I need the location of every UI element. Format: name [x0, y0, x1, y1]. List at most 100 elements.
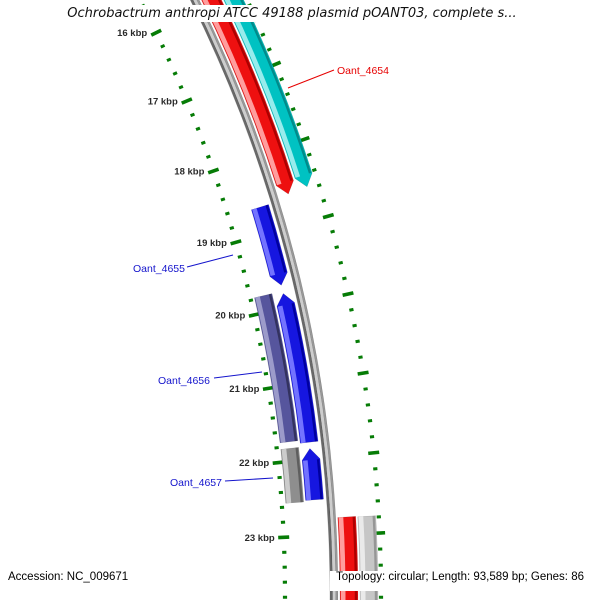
minor-tick-outer — [369, 435, 375, 439]
tick-label-16kbp: 16 kbp — [117, 28, 147, 39]
minor-tick-outer — [279, 77, 285, 82]
minor-tick-inner — [255, 327, 260, 332]
major-tick-inner — [150, 28, 162, 37]
minor-tick-inner — [282, 595, 288, 599]
minor-tick-outer — [355, 339, 360, 344]
minor-tick-inner — [189, 112, 196, 118]
minor-tick-inner — [282, 565, 287, 569]
minor-tick-outer — [284, 91, 291, 97]
minor-tick-outer — [306, 152, 312, 157]
map-title: Ochrobactrum anthropi ATCC 49188 plasmid… — [59, 5, 525, 22]
minor-tick-outer — [311, 167, 317, 173]
major-tick-outer — [357, 370, 369, 376]
minor-tick-inner — [258, 342, 263, 347]
tick-label-22kbp: 22 kbp — [239, 458, 269, 469]
minor-tick-inner — [277, 475, 282, 480]
feature-arrow-red-top-highlight — [202, 0, 282, 186]
minor-tick-outer — [266, 47, 272, 52]
minor-tick-inner — [280, 520, 286, 524]
minor-tick-outer — [330, 229, 336, 234]
feature-arrow-slate-oant4656-highlight — [255, 296, 286, 443]
ruler-labels: 16 kbp 17 kbp 18 kbp 19 kbp 20 kbp 21 kbp 22 k… — [117, 28, 275, 544]
minor-tick-outer — [296, 122, 302, 127]
minor-tick-outer — [338, 260, 344, 265]
minor-tick-outer — [375, 499, 380, 503]
minor-tick-inner — [268, 401, 273, 405]
status-topology-length-genes: Topology: circular; Length: 93,589 bp; G… — [329, 571, 590, 591]
feature-arrow-gray-oant4657-highlight — [281, 448, 292, 504]
minor-tick-inner — [272, 431, 278, 435]
feature-arrow-slate-oant4656-shadow — [268, 293, 298, 442]
backbone-edge-outer — [196, 0, 339, 600]
minor-tick-inner — [282, 580, 288, 584]
minor-tick-inner — [229, 225, 235, 231]
minor-tick-inner — [195, 126, 201, 131]
gene-label-Oant_4654[interactable]: Oant_4654 — [337, 65, 389, 77]
major-tick-inner — [230, 239, 242, 246]
major-tick-inner — [181, 97, 193, 105]
backbone-mid — [192, 0, 337, 600]
minor-tick-outer — [376, 515, 381, 519]
feature-arrow-gray-oant4657-shadow — [295, 447, 303, 503]
gene-labels: Oant_4654 Oant_4655 Oant_4656 Oant_4657 — [133, 65, 389, 489]
minor-tick-outer — [352, 323, 357, 328]
minor-tick-inner — [178, 84, 184, 90]
major-tick-inner — [262, 385, 275, 392]
ruler-ticks — [140, 3, 386, 599]
major-tick-inner — [248, 311, 261, 318]
major-tick-outer — [368, 450, 380, 456]
minor-tick-outer — [358, 355, 363, 360]
minor-tick-inner — [248, 298, 254, 303]
minor-tick-outer — [260, 32, 266, 37]
gene-label-Oant_4656[interactable]: Oant_4656 — [158, 375, 210, 387]
backbone-edge-inner — [189, 0, 333, 600]
minor-tick-outer — [342, 276, 347, 281]
minor-tick-inner — [172, 71, 178, 76]
major-tick-inner — [272, 460, 284, 465]
minor-tick-outer — [363, 387, 368, 391]
minor-tick-inner — [282, 550, 287, 554]
gene-label-Oant_4655[interactable]: Oant_4655 — [133, 263, 185, 275]
minor-tick-inner — [274, 446, 279, 450]
status-accession: Accession: NC_009671 — [2, 571, 135, 591]
feature-tracks — [189, 0, 379, 600]
minor-tick-outer — [378, 595, 384, 599]
gene-callout-line-Oant_4654 — [287, 69, 335, 89]
minor-tick-inner — [160, 43, 166, 49]
major-tick-outer — [322, 212, 335, 220]
minor-tick-outer — [290, 107, 296, 112]
feature-arrow-blue-low-highlight — [302, 460, 312, 501]
feature-arrow-blue-oant4655-shadow — [265, 204, 287, 273]
minor-tick-outer — [316, 183, 322, 188]
gene-callout-line-Oant_4655 — [186, 254, 234, 268]
minor-tick-inner — [166, 57, 172, 63]
feature-arrow-blue-mid-shadow — [291, 303, 318, 442]
feature-arrow-red-top-shadow — [217, 0, 293, 181]
minor-tick-outer — [378, 547, 383, 551]
minor-tick-inner — [237, 254, 243, 259]
gene-label-Oant_4657[interactable]: Oant_4657 — [170, 477, 222, 489]
minor-tick-inner — [220, 197, 226, 202]
minor-tick-inner — [200, 140, 206, 145]
minor-tick-inner — [224, 211, 230, 216]
gene-callout-line-Oant_4657 — [224, 477, 274, 482]
minor-tick-inner — [270, 416, 276, 420]
minor-tick-outer — [367, 419, 373, 423]
minor-tick-outer — [334, 245, 340, 250]
minor-tick-inner — [279, 505, 285, 510]
minor-tick-inner — [263, 371, 269, 376]
minor-tick-outer — [349, 307, 354, 312]
minor-tick-inner — [215, 183, 221, 188]
tick-label-17kbp: 17 kbp — [148, 97, 178, 108]
minor-tick-outer — [321, 198, 327, 203]
tick-label-19kbp: 19 kbp — [197, 238, 227, 249]
tick-label-23kbp: 23 kbp — [245, 533, 275, 544]
gene-callout-line-Oant_4656 — [213, 371, 263, 379]
minor-tick-inner — [205, 154, 211, 159]
major-tick-inner — [207, 167, 220, 175]
major-tick-outer — [342, 291, 354, 298]
minor-tick-outer — [365, 403, 371, 407]
feature-arrow-blue-oant4655-highlight — [252, 208, 276, 276]
major-tick-inner — [278, 535, 290, 540]
